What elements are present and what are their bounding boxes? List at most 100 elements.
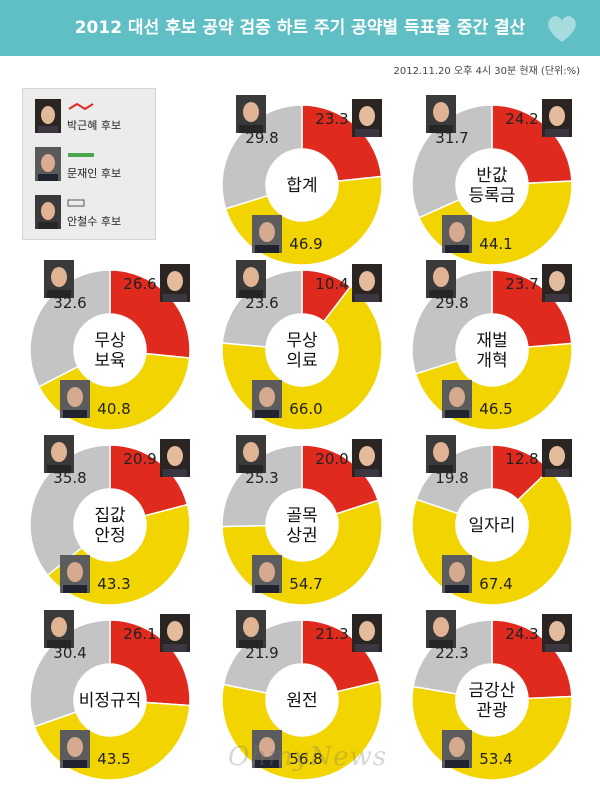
photo-moon-suit [255,760,279,768]
center-label: 개혁 [476,351,507,371]
photo-moon-suit [445,410,469,418]
photo-ahn [426,260,456,298]
center-label: 일자리 [469,516,516,536]
value-label-moon: 40.8 [97,400,130,418]
watermark: OhmyNews [228,742,388,772]
value-label-park: 21.3 [315,625,348,643]
center-label: 비정규직 [79,691,142,711]
photo-park [542,614,572,652]
party-logo-moon [68,153,94,157]
photo-moon-face [449,562,465,582]
value-label-ahn: 23.6 [245,294,278,312]
center-label: 관광 [476,701,507,721]
photo-park-suit [545,129,569,137]
value-label-moon: 56.8 [289,750,322,768]
center-label: 금강산 [469,681,516,701]
photo-park-suit [163,469,187,477]
center-label: 반값 [476,166,508,186]
photo-ahn [236,95,266,133]
photo-ahn-suit [429,640,453,648]
slice-park [491,269,573,348]
value-label-ahn: 22.3 [435,644,468,662]
photo-moon-face [67,737,83,757]
photo-park [352,264,382,302]
photo-park-face [359,446,375,466]
photo-park-suit [163,644,187,652]
photo-moon-face [67,562,83,582]
photo-moon-face [67,387,83,407]
photo-park-face [549,621,565,641]
legend-item-ahn: 안철수 후보 [35,191,155,235]
photo-ahn [426,95,456,133]
value-label-park: 20.0 [315,450,348,468]
photo-moon-suit [445,760,469,768]
photo-park-face [549,106,565,126]
photo-park-face [359,621,375,641]
photo-ahn-suit [47,465,71,473]
photo-moon-suit [255,410,279,418]
value-label-park: 10.4 [315,275,348,293]
value-label-ahn: 35.8 [53,469,86,487]
slice-ahn [29,619,111,728]
value-label-moon: 46.5 [479,400,512,418]
photo-moon [60,380,90,418]
photo-moon-face [259,562,275,582]
center-label: 등록금 [469,186,516,206]
value-label-moon: 46.9 [289,235,322,253]
photo-park [542,264,572,302]
center-label: 상권 [286,526,317,546]
photo-moon [442,730,472,768]
legend-label-ahn: 안철수 후보 [67,215,122,228]
slice-ahn [221,269,303,348]
photo-ahn-suit [239,125,263,133]
photo-park-suit [355,129,379,137]
legend-label-moon: 문재인 후보 [67,167,122,180]
photo-park [542,99,572,137]
photo-ahn-suit [429,125,453,133]
photo-park-face [167,621,183,641]
center-label: 골목 [286,506,317,526]
photo-park [542,439,572,477]
photo-ahn-face [433,442,449,462]
photo-ahn [426,435,456,473]
photo-ahn-face [433,102,449,122]
value-label-park: 26.1 [123,625,156,643]
photo-moon-suit [445,585,469,593]
photo-park-suit [545,469,569,477]
photo-park-suit [355,644,379,652]
photo-park [352,99,382,137]
slice-park [109,619,191,707]
photo-park-suit [355,469,379,477]
slice-ahn [221,444,303,528]
photo-ahn-face [243,442,259,462]
slice-ahn [412,619,493,695]
slice-park [109,269,191,359]
slice-ahn [415,444,493,515]
photo-park [352,614,382,652]
photo-moon-face [449,387,465,407]
value-label-ahn: 30.4 [53,644,86,662]
value-label-ahn: 21.9 [245,644,278,662]
value-label-park: 24.2 [505,110,538,128]
legend-item-park: 박근혜 후보 [35,95,155,139]
candidate-photo-park [35,99,61,133]
photo-moon [442,215,472,253]
photo-park-face [167,271,183,291]
photo-moon-face [449,737,465,757]
photo-ahn [44,260,74,298]
photo-moon [442,555,472,593]
photo-ahn-suit [429,465,453,473]
photo-moon-suit [63,760,87,768]
party-logo-park [68,103,94,111]
value-label-park: 12.8 [505,450,538,468]
photo-ahn [236,435,266,473]
header-bar: 2012 대선 후보 공약 검증 하트 주기 공약별 득표율 중간 결산 [0,0,600,56]
value-label-park: 23.3 [315,110,348,128]
photo-park-face [359,271,375,291]
value-label-ahn: 29.8 [245,129,278,147]
photo-ahn [236,260,266,298]
